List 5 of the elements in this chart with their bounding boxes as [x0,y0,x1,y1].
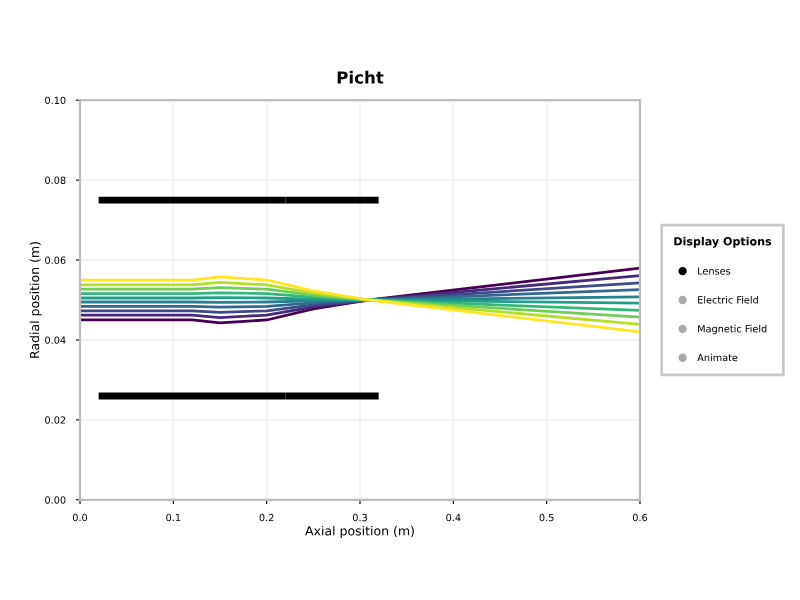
chart-title: Picht [337,70,384,84]
line-series [80,275,640,334]
line-series [80,266,640,325]
line-series [80,274,640,319]
line-series [80,281,640,326]
